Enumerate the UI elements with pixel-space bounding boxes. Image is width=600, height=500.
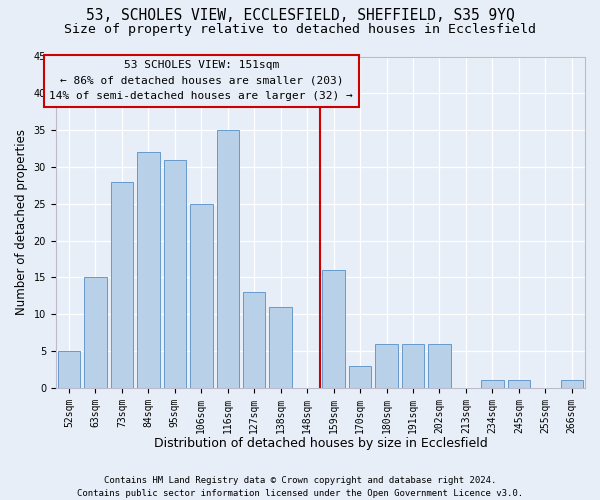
Bar	[243, 292, 265, 388]
Text: 53, SCHOLES VIEW, ECCLESFIELD, SHEFFIELD, S35 9YQ: 53, SCHOLES VIEW, ECCLESFIELD, SHEFFIELD…	[86, 8, 514, 22]
Bar	[481, 380, 503, 388]
Text: Contains HM Land Registry data © Crown copyright and database right 2024.
Contai: Contains HM Land Registry data © Crown c…	[77, 476, 523, 498]
Bar	[375, 344, 398, 388]
X-axis label: Distribution of detached houses by size in Ecclesfield: Distribution of detached houses by size …	[154, 437, 487, 450]
Text: Size of property relative to detached houses in Ecclesfield: Size of property relative to detached ho…	[64, 22, 536, 36]
Bar	[560, 380, 583, 388]
Bar	[110, 182, 133, 388]
Y-axis label: Number of detached properties: Number of detached properties	[15, 129, 28, 315]
Bar	[164, 160, 186, 388]
Bar	[349, 366, 371, 388]
Bar	[137, 152, 160, 388]
Bar	[428, 344, 451, 388]
Text: 53 SCHOLES VIEW: 151sqm
← 86% of detached houses are smaller (203)
14% of semi-d: 53 SCHOLES VIEW: 151sqm ← 86% of detache…	[49, 60, 353, 102]
Bar	[217, 130, 239, 388]
Bar	[402, 344, 424, 388]
Bar	[269, 307, 292, 388]
Bar	[190, 204, 212, 388]
Bar	[322, 270, 345, 388]
Bar	[84, 278, 107, 388]
Bar	[58, 351, 80, 388]
Bar	[508, 380, 530, 388]
